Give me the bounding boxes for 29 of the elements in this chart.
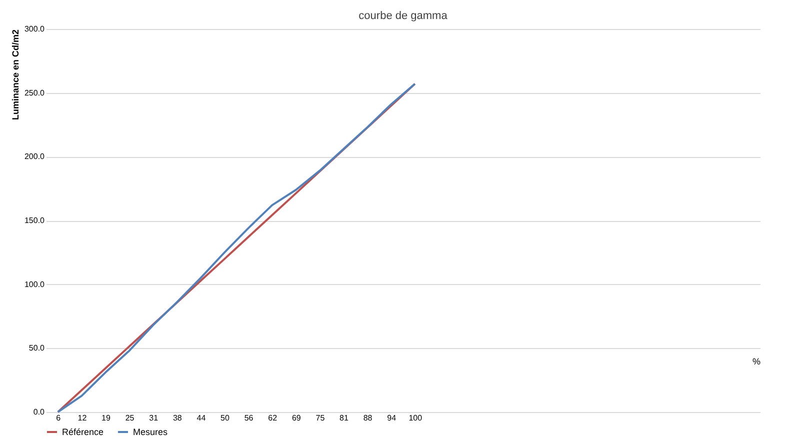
x-tick-label: 88 — [363, 414, 373, 422]
y-tick-label: 100.0 — [24, 280, 46, 289]
legend-label: Référence — [62, 427, 104, 437]
y-tick-label: 250.0 — [24, 88, 46, 98]
y-axis-title: Luminance en Cd/m2 — [10, 30, 20, 120]
x-axis-title: % — [752, 356, 760, 366]
x-tick-label: 94 — [387, 414, 397, 422]
x-tick-label: 38 — [172, 414, 182, 422]
x-tick-label: 56 — [244, 414, 254, 422]
chart-title: courbe de gamma — [358, 10, 448, 22]
x-tick-label: 62 — [268, 414, 278, 422]
x-tick-label: 44 — [196, 414, 206, 422]
x-tick-label: 31 — [149, 414, 159, 422]
x-tick-label: 69 — [292, 414, 302, 422]
y-tick-label: 150.0 — [24, 216, 46, 225]
y-tick-label: 0.0 — [33, 408, 46, 416]
x-tick-label: 75 — [316, 414, 326, 422]
x-tick-label: 25 — [125, 414, 135, 422]
x-tick-label: 50 — [220, 414, 230, 422]
y-tick-label: 300.0 — [24, 24, 46, 34]
x-tick-label: 81 — [340, 414, 349, 422]
x-tick-label: 6 — [56, 414, 62, 422]
x-tick-label: 12 — [78, 414, 88, 422]
legend-label: Mesures — [133, 427, 168, 437]
line-series — [56, 82, 416, 413]
x-tick-label: 19 — [102, 414, 111, 422]
y-tick-label: 200.0 — [24, 152, 46, 162]
x-tick-label: 100 — [408, 414, 423, 422]
y-tick-label: 50.0 — [28, 344, 46, 353]
